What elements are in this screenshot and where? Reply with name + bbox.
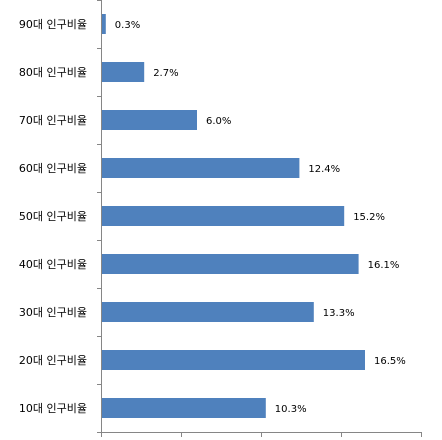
- bar-2: [102, 110, 197, 130]
- category-label-4: 50대 인구비율: [19, 210, 87, 223]
- value-label-5: 16.1%: [368, 260, 400, 271]
- bar-4: [102, 206, 345, 226]
- category-label-3: 60대 인구비율: [19, 162, 87, 175]
- bar-6: [102, 302, 314, 322]
- value-label-6: 13.3%: [323, 308, 355, 319]
- value-label-8: 10.3%: [275, 404, 307, 415]
- value-label-4: 15.2%: [353, 212, 385, 223]
- category-label-1: 80대 인구비율: [19, 66, 87, 79]
- category-label-5: 40대 인구비율: [19, 258, 87, 271]
- bar-8: [102, 398, 266, 418]
- value-label-0: 0.3%: [115, 20, 140, 31]
- category-label-2: 70대 인구비율: [19, 114, 87, 127]
- value-label-2: 6.0%: [206, 116, 231, 127]
- value-label-1: 2.7%: [153, 68, 178, 79]
- bar-series: 90대 인구비율 0.3% 80대 인구비율 2.7% 70대 인구비율 6.0% 60대 …: [19, 14, 406, 418]
- category-label-7: 20대 인구비율: [19, 354, 87, 367]
- bar-3: [102, 158, 300, 178]
- bar-5: [102, 254, 359, 274]
- x-axis-ticks: [97, 0, 422, 437]
- category-label-6: 30대 인구비율: [19, 306, 87, 319]
- category-label-8: 10대 인구비율: [19, 402, 87, 415]
- value-label-7: 16.5%: [374, 356, 406, 367]
- bar-7: [102, 350, 365, 370]
- value-label-3: 12.4%: [308, 164, 340, 175]
- category-label-0: 90대 인구비율: [19, 18, 87, 31]
- bar-1: [102, 62, 145, 82]
- bar-0: [102, 14, 106, 34]
